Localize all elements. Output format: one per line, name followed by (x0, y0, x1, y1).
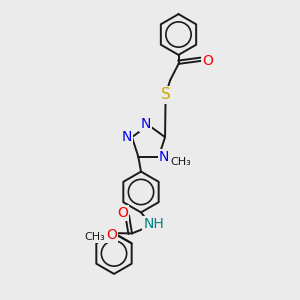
Text: N: N (159, 151, 169, 164)
Text: O: O (202, 54, 213, 68)
Text: S: S (161, 87, 170, 102)
Text: NH: NH (143, 217, 164, 231)
Text: CH₃: CH₃ (170, 157, 191, 167)
Text: O: O (106, 228, 117, 242)
Text: CH₃: CH₃ (85, 232, 105, 242)
Text: N: N (140, 117, 151, 130)
Text: N: N (122, 130, 132, 144)
Text: O: O (117, 206, 128, 220)
